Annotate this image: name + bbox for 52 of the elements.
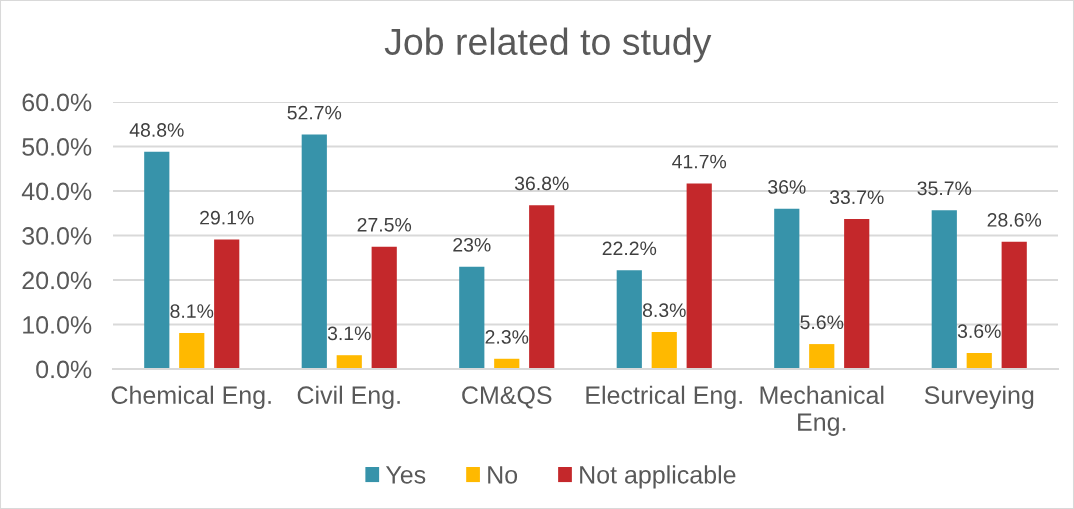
data-label: 29.1% bbox=[200, 210, 254, 225]
bar bbox=[144, 151, 170, 369]
chart-title: Job related to study bbox=[384, 27, 712, 63]
data-label: 35.7% bbox=[917, 181, 972, 196]
bar bbox=[616, 270, 642, 369]
data-label: 52.7% bbox=[287, 105, 342, 120]
bar bbox=[651, 332, 677, 369]
bar bbox=[809, 344, 835, 369]
data-label: 36.8% bbox=[514, 176, 569, 191]
y-tick-label: 10.0% bbox=[23, 316, 92, 334]
data-label: 5.6% bbox=[800, 315, 844, 330]
x-tick-label: Chemical Eng. bbox=[111, 385, 271, 409]
legend-label: Not applicable bbox=[580, 465, 736, 489]
y-tick-label: 20.0% bbox=[22, 271, 92, 290]
data-label: 3.1% bbox=[327, 326, 371, 341]
y-tick-label: 40.0% bbox=[21, 182, 92, 201]
x-tick-label: Mechanical Eng. bbox=[760, 385, 884, 436]
bar bbox=[1001, 241, 1027, 369]
bar bbox=[774, 208, 800, 369]
bar bbox=[336, 355, 362, 369]
bar bbox=[179, 332, 205, 369]
bar bbox=[686, 183, 712, 369]
bar bbox=[966, 352, 992, 369]
data-label: 27.5% bbox=[357, 217, 412, 232]
y-tick-label: 50.0% bbox=[22, 138, 92, 156]
x-tick-label: Civil Eng. bbox=[297, 385, 400, 409]
legend-label: No bbox=[488, 466, 518, 484]
x-tick-label: Surveying bbox=[924, 385, 1034, 409]
data-label: 8.1% bbox=[170, 304, 214, 318]
data-label: 41.7% bbox=[672, 154, 727, 169]
data-label: 28.6% bbox=[987, 213, 1042, 227]
data-label: 33.7% bbox=[829, 190, 884, 205]
data-label: 3.6% bbox=[957, 324, 1001, 339]
y-tick-label: 60.0% bbox=[22, 93, 92, 112]
bar bbox=[371, 246, 397, 369]
bar bbox=[214, 239, 240, 369]
legend-label: Yes bbox=[385, 466, 426, 484]
data-label: 36% bbox=[768, 180, 806, 194]
bar bbox=[301, 134, 327, 369]
x-tick-label: Electrical Eng. bbox=[586, 385, 742, 409]
data-label: 48.8% bbox=[129, 123, 184, 137]
y-tick-label: 30.0% bbox=[22, 227, 92, 245]
bar bbox=[931, 210, 957, 369]
data-label: 8.3% bbox=[642, 303, 686, 318]
x-tick-label: CM&QS bbox=[462, 386, 552, 409]
y-tick-label: 0.0% bbox=[36, 360, 92, 379]
data-label: 23% bbox=[453, 237, 491, 252]
bar bbox=[844, 219, 870, 369]
data-label: 2.3% bbox=[485, 330, 529, 344]
data-label: 22.2% bbox=[602, 241, 657, 256]
bar bbox=[529, 205, 555, 369]
bar bbox=[459, 266, 485, 369]
